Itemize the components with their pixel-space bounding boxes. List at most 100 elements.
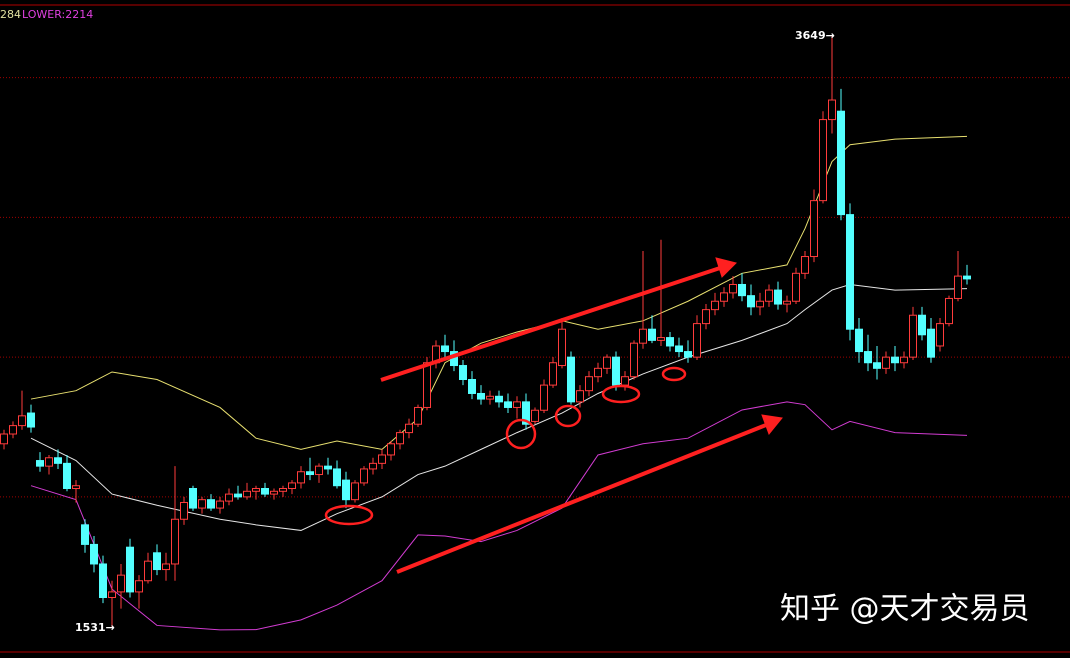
candle-body [126,546,134,593]
candle-body [360,468,368,484]
candle-body [648,328,656,341]
candle-body [45,457,53,467]
candle-body [423,362,431,408]
candle-body [747,295,755,308]
candle-body [765,289,773,302]
candle-body [99,563,107,599]
candle-body [405,423,413,434]
candle-body [153,552,161,571]
candle-body [576,390,584,403]
candle-body [873,362,881,369]
arrows [380,257,783,574]
candle-body [288,482,296,490]
arrow-head [761,414,783,435]
candle-body [585,376,593,392]
candle-body [927,328,935,358]
watermark: 知乎 @天才交易员 [780,592,1030,627]
candle-body [63,462,71,490]
candle-body [918,314,926,336]
candle-body [612,356,620,386]
candle-body [603,356,611,369]
candle-body [657,337,665,341]
candle-body [810,200,818,258]
candle-body [486,395,494,400]
candle-body [513,401,521,408]
candle-body [837,110,845,216]
candle-body [693,323,701,358]
candle-body [27,412,35,428]
candle-body [540,384,548,411]
candle-body [675,345,683,353]
candle-body [783,300,791,305]
circle [601,384,641,404]
highlights [324,366,687,526]
candle-body [189,488,197,509]
candle-body [756,300,764,308]
candle-body [171,518,179,565]
candle-body [333,468,341,487]
candle-body [828,99,836,121]
candle-body [846,214,854,330]
candle-body [909,314,917,358]
candle-body [855,328,863,353]
candle-body [630,342,638,378]
annotation: 3649→ [795,29,835,42]
candle-body [891,356,899,364]
candle-body [234,493,242,498]
candle-body [387,443,395,456]
candle-body [684,351,692,358]
candle-body [81,524,89,545]
candle-body [639,328,647,344]
candle-body [162,563,170,571]
header-text: LOWER:2214 [22,8,93,21]
candle-body [207,499,215,509]
candle-body [594,367,602,378]
candle-body [459,365,467,381]
candle-body [792,272,800,302]
candle-body [441,345,449,353]
candle-body [936,323,944,347]
candle-body [0,433,8,445]
annotation: 1531→ [75,621,115,634]
candle-body [522,401,530,425]
candle-body [378,454,386,464]
candle-body [864,351,872,364]
candle-body [963,275,971,280]
candle-body [225,493,233,502]
arrow-line [380,266,721,382]
candle-body [369,462,377,470]
candle-body [108,591,116,599]
candle-body [396,432,404,445]
arrow-line [396,423,767,574]
candle-body [558,328,566,367]
header-text: 284 [0,8,21,21]
candle-body [900,356,908,364]
candle-body [243,490,251,498]
candle-body [819,119,827,202]
band-line [30,135,968,450]
candle-body [306,471,314,476]
candle-body [549,362,557,386]
circle [661,366,687,382]
candle-body [216,500,224,509]
candle-body [9,425,17,435]
candle-body [270,490,278,495]
candle-body [702,309,710,325]
candle-body [315,465,323,476]
band-line [30,283,968,531]
candle-body [135,580,143,593]
candle-body [666,337,674,347]
candle-body [495,395,503,403]
candle-body [729,283,737,294]
candle-body [144,560,152,582]
candle-body [567,356,575,403]
band-line [30,401,968,631]
candle-body [945,297,953,325]
candle-body [54,457,62,464]
circle [324,504,374,526]
candle-body [774,289,782,305]
candle-body [180,501,188,520]
candle-body [954,275,962,299]
candle-body [477,392,485,400]
